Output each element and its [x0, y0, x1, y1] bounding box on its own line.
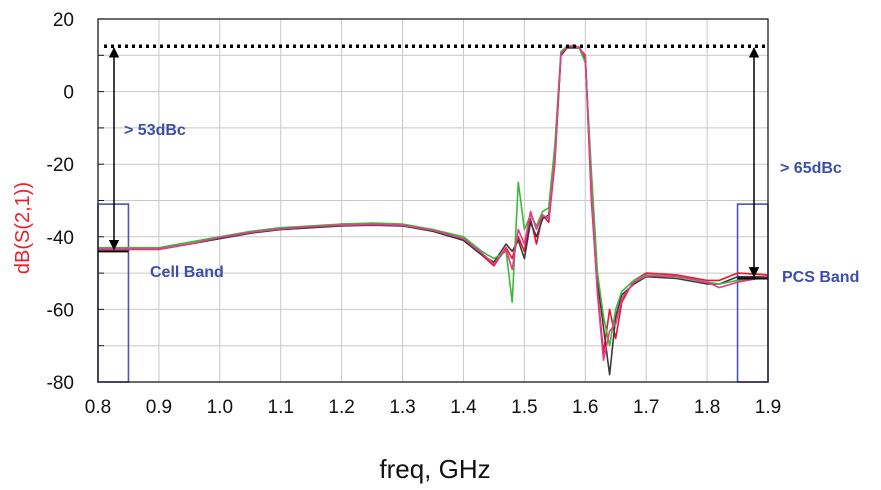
plot-frame [97, 18, 769, 383]
series-line-2 [98, 47, 768, 376]
x-tick-label: 0.8 [85, 397, 111, 418]
series-layer [98, 44, 769, 376]
x-tick-label: 1.7 [633, 397, 659, 418]
x-tick-labels: 0.8 0.9 1.0 1.1 1.2 1.3 1.4 1.5 1.6 1.7 1.8 1.9 [85, 397, 781, 418]
x-tick-label: 1.2 [328, 397, 354, 418]
y-tick-label: 20 [53, 10, 74, 31]
band-box-cell [97, 203, 130, 383]
x-tick-label: 1.6 [572, 397, 598, 418]
y-tick-label: 0 [63, 83, 74, 104]
y-tick-labels: 20 0 -20 -40 -60 -80 [47, 10, 74, 394]
reference-markers [98, 44, 768, 280]
x-tick-label: 1.0 [207, 397, 233, 418]
y-tick-label: -80 [47, 373, 74, 394]
x-tick-label: 1.3 [389, 397, 415, 418]
cell-band-label: Cell Band [150, 264, 224, 281]
pcs-gap-annotation: > 65dBc [780, 160, 842, 177]
y-axis-label: dB(S(2,1)) [12, 182, 34, 274]
series-line-4 [98, 44, 769, 362]
pcs-band-label: PCS Band [782, 269, 859, 286]
x-axis-label: freq, GHz [379, 454, 490, 484]
x-tick-label: 1.5 [511, 397, 537, 418]
grid-lines [97, 18, 769, 383]
series-line-1 [98, 45, 769, 354]
y-tick-label: -20 [47, 155, 74, 176]
x-tick-label: 0.9 [146, 397, 172, 418]
y-tick-label: -40 [47, 228, 74, 249]
x-tick-label: 1.4 [450, 397, 477, 418]
x-tick-label: 1.1 [268, 397, 294, 418]
x-tick-label: 1.8 [694, 397, 720, 418]
y-tick-label: -60 [47, 300, 74, 321]
cell-gap-annotation: > 53dBc [124, 122, 186, 139]
x-tick-label: 1.9 [755, 397, 781, 418]
band-box-pcs [736, 203, 769, 383]
